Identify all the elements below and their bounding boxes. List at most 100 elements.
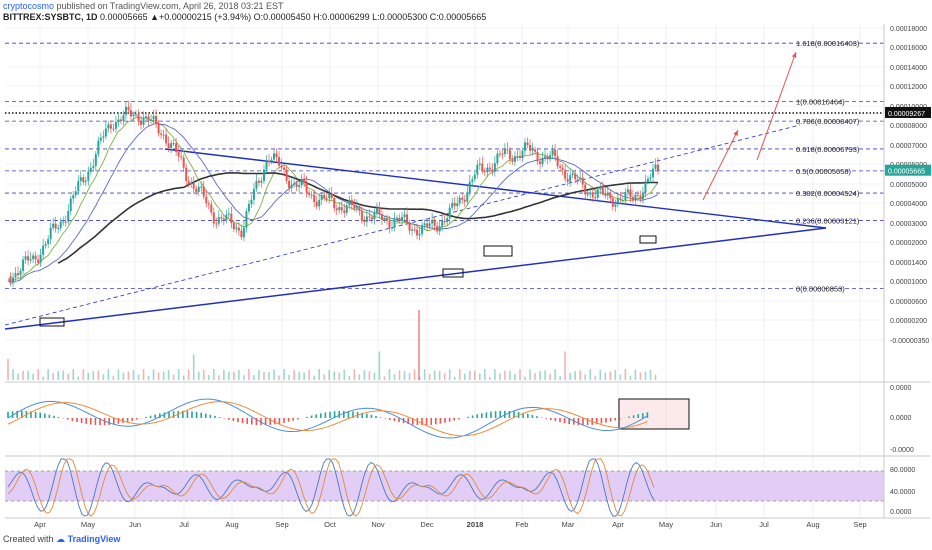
price-tick-label: 0.00000600 (890, 299, 927, 306)
volume-bar (313, 375, 315, 380)
candle-body (541, 157, 544, 165)
candle-body (375, 207, 378, 213)
candle-body (551, 149, 554, 156)
volume-bar (293, 369, 295, 380)
candle-body (516, 155, 519, 157)
price-tick-label: 0.00007000 (890, 143, 927, 150)
candle-body (247, 204, 250, 212)
fib-levels: 1.618(0.00016403) 1(0.00010464) 0.786(0.00… (5, 39, 884, 293)
macd-histogram-bar (536, 416, 538, 418)
fib-label: 1(0.00010464) (796, 97, 845, 106)
macd-histogram-bar (90, 418, 92, 425)
volume-bar (539, 371, 541, 380)
macd-histogram-bar (398, 418, 400, 423)
ema-green-line (7, 116, 659, 282)
candle-body (39, 254, 42, 263)
candle-body (79, 177, 82, 182)
macd-histogram-bar (435, 418, 437, 425)
macd-histogram-bar (94, 418, 97, 425)
volume-bar (32, 373, 34, 380)
macd-histogram-bar (407, 418, 409, 424)
volume-bar (22, 370, 24, 380)
macd-panel: 0.0000 0.0000 -0.0000 (7, 385, 914, 454)
macd-histogram-bar (329, 411, 331, 418)
candle-body (401, 217, 404, 221)
last-price-badge (885, 164, 931, 176)
candle-body (493, 163, 496, 172)
candle-body (170, 143, 173, 148)
candle-body (554, 149, 557, 157)
candle-body (654, 164, 657, 169)
macd-tick-label: -0.0000 (890, 447, 914, 454)
volume-bar (438, 370, 441, 380)
candle-body (237, 227, 240, 231)
time-tick-label: Jul (179, 520, 189, 529)
candle-body (172, 143, 175, 145)
candle-body (529, 144, 532, 151)
macd-histogram-bar (163, 412, 166, 418)
macd-histogram-bar (117, 418, 120, 424)
candle-body (19, 270, 22, 275)
candle-body (262, 169, 265, 181)
candle-body (270, 159, 273, 162)
volume-bar (559, 376, 561, 380)
candle-body (273, 153, 276, 160)
published-text: published on TradingView.com, April 26, … (56, 1, 284, 11)
candle-body (448, 207, 451, 219)
candle-body (523, 142, 526, 151)
time-tick-label: Mar (562, 520, 575, 529)
candle-body (486, 167, 489, 173)
candle-body (59, 221, 62, 228)
candle-body (157, 123, 160, 134)
price-tick-label: 0.00014000 (890, 65, 927, 72)
axes (5, 24, 930, 519)
volume-bar (147, 375, 150, 380)
candle-body (498, 153, 501, 155)
macd-histogram-bar (508, 410, 511, 418)
price-tick-label: 0.00003000 (890, 221, 927, 228)
candle-body (210, 204, 213, 213)
macd-histogram-bar (467, 416, 469, 418)
candle-body (225, 214, 228, 221)
fib-label: 0.236(0.00003121) (796, 217, 860, 226)
annotation-box-0 (39, 317, 65, 327)
candle-body (488, 167, 491, 170)
candle-body (182, 157, 185, 168)
axis-labels: 0.00018000 0.00016000 0.00014000 0.00012000… (34, 26, 931, 529)
macd-histogram-bar (310, 415, 313, 418)
candle-body (32, 255, 35, 260)
candle-body (328, 193, 331, 199)
annotation-box-2 (442, 268, 464, 278)
candle-body (601, 186, 604, 193)
volume-bar (383, 376, 386, 380)
price-tick-label: -0.00000350 (890, 338, 929, 345)
footer-brand[interactable]: TradingView (67, 534, 121, 544)
candle-body (177, 151, 180, 157)
macd-histogram-bar (315, 414, 317, 418)
macd-histogram-bar (241, 418, 244, 424)
volume-bar (634, 369, 637, 380)
author-link[interactable]: cryptocosmo (3, 1, 55, 11)
candle-body (122, 114, 125, 122)
volume-bar (182, 375, 185, 380)
macd-histogram-bar (292, 418, 294, 421)
candle-body (355, 206, 358, 209)
volume-bar (97, 370, 100, 380)
volume-bar (12, 369, 14, 380)
fib-label: 0.618(0.00006793) (796, 145, 860, 154)
candle-body (145, 116, 148, 119)
candle-body (315, 201, 318, 207)
macd-histogram-bar (379, 417, 382, 418)
macd-histogram-bar (126, 418, 129, 422)
macd-histogram-bar (30, 411, 32, 418)
macd-histogram-bar (559, 418, 561, 423)
volume-bars (7, 310, 657, 380)
candle-body (137, 114, 140, 122)
candle-body (99, 137, 102, 141)
macd-histogram-bar (352, 411, 354, 418)
candle-body (360, 210, 363, 221)
candle-body (631, 196, 634, 200)
volume-bar (609, 371, 612, 380)
candle-body (508, 150, 511, 160)
